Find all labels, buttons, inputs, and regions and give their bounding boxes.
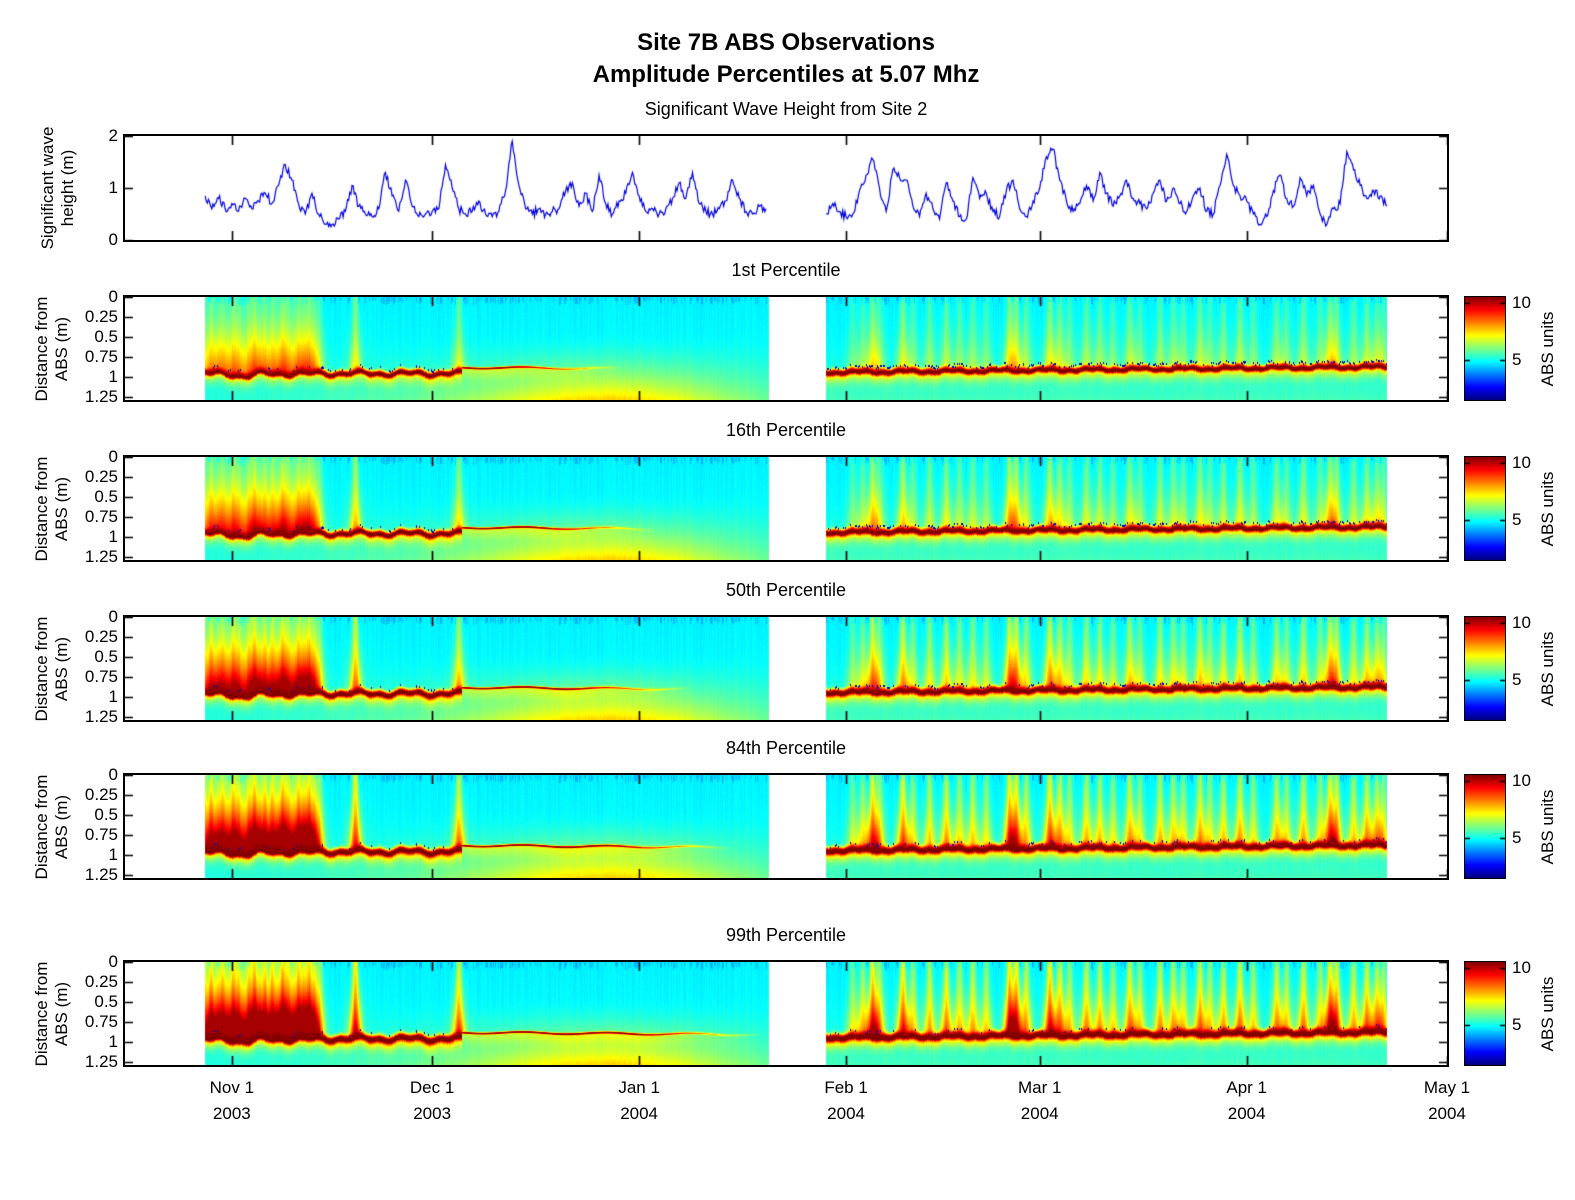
- heatmap-canvas: [125, 775, 1447, 878]
- y-tick-label: 0.75: [84, 346, 118, 366]
- y-tick-label: 0: [108, 447, 118, 466]
- y-tick-label: 0.25: [84, 971, 118, 991]
- colorbar: [1464, 296, 1506, 401]
- heatmap-canvas: [125, 297, 1447, 400]
- heatmap-16th-percentile: [123, 455, 1449, 562]
- panel-title-50th-percentile: 50th Percentile: [725, 580, 847, 600]
- colorbar-tick-label: 5: [1512, 827, 1522, 847]
- y-tick-label: 0.75: [84, 1011, 118, 1031]
- y-tick-label: 0.5: [94, 804, 118, 824]
- y-tick-label: 1: [108, 178, 118, 197]
- panel-title-1st-percentile: 1st Percentile: [731, 260, 841, 280]
- x-tick-label: Jan 1 2004: [618, 1078, 660, 1123]
- y-tick-label: 1.25: [84, 546, 118, 566]
- y-tick-label: 2: [108, 126, 118, 145]
- heatmap-84th-percentile: [123, 773, 1449, 880]
- y-tick-label: 0: [108, 287, 118, 306]
- x-tick-label: Mar 1 2004: [1017, 1078, 1062, 1123]
- y-tick-label: 1: [108, 526, 118, 546]
- y-tick-label: 0: [108, 607, 118, 626]
- panel-title-16th-percentile: 16th Percentile: [725, 420, 847, 440]
- colorbar-tick-label: 10: [1512, 957, 1531, 977]
- y-tick-label: 1: [108, 366, 118, 386]
- y-tick-label: 1.25: [84, 386, 118, 406]
- colorbar-gradient: [1465, 617, 1505, 720]
- y-tick-label: 0.5: [94, 646, 118, 666]
- colorbar-tick-label: 10: [1512, 292, 1531, 312]
- colorbar: [1464, 774, 1506, 879]
- panel-title-99th-percentile: 99th Percentile: [725, 925, 847, 945]
- y-tick-label: 0.75: [84, 506, 118, 526]
- colorbar-gradient: [1465, 775, 1505, 878]
- y-tick-label: 0.5: [94, 486, 118, 506]
- y-tick-label: 0.25: [84, 306, 118, 326]
- y-tick-label: 0: [108, 765, 118, 784]
- colorbar-gradient: [1465, 297, 1505, 400]
- y-tick-label: 0: [108, 952, 118, 971]
- y-tick-label: 1: [108, 1031, 118, 1051]
- colorbar: [1464, 456, 1506, 561]
- colorbar-tick-label: 10: [1512, 452, 1531, 472]
- colorbar-tick-label: 10: [1512, 612, 1531, 632]
- y-tick-label: 0.25: [84, 626, 118, 646]
- heatmap-canvas: [125, 617, 1447, 720]
- colorbar-tick-label: 10: [1512, 770, 1531, 790]
- colorbar-gradient: [1465, 457, 1505, 560]
- heatmap-1st-percentile: [123, 295, 1449, 402]
- colorbar: [1464, 961, 1506, 1066]
- heatmap-canvas: [125, 962, 1447, 1065]
- colorbar-tick-label: 5: [1512, 669, 1522, 689]
- x-tick-label: May 1 2004: [1423, 1078, 1471, 1123]
- y-tick-label: 1.25: [84, 706, 118, 726]
- wave-height-canvas: [125, 136, 1447, 240]
- y-tick-label: 0.75: [84, 666, 118, 686]
- figure-title-line2: Amplitude Percentiles at 5.07 Mhz: [592, 61, 980, 88]
- wave-height-plot: [123, 134, 1449, 242]
- y-tick-label: 0: [108, 230, 118, 249]
- y-tick-label: 0.25: [84, 466, 118, 486]
- y-tick-label: 0.5: [94, 991, 118, 1011]
- colorbar: [1464, 616, 1506, 721]
- x-tick-label: Feb 1 2004: [824, 1078, 868, 1123]
- y-tick-label: 1.25: [84, 864, 118, 884]
- y-tick-label: 1.25: [84, 1051, 118, 1071]
- figure-title-line1: Site 7B ABS Observations: [637, 29, 935, 56]
- x-tick-label: Nov 1 2003: [209, 1078, 255, 1123]
- y-tick-label: 0.25: [84, 784, 118, 804]
- wave-panel-title: Significant Wave Height from Site 2: [644, 99, 928, 119]
- y-tick-label: 0.75: [84, 824, 118, 844]
- panel-title-84th-percentile: 84th Percentile: [725, 738, 847, 758]
- colorbar-tick-label: 5: [1512, 1014, 1522, 1034]
- colorbar-gradient: [1465, 962, 1505, 1065]
- colorbar-tick-label: 5: [1512, 349, 1522, 369]
- y-tick-label: 1: [108, 686, 118, 706]
- y-tick-label: 1: [108, 844, 118, 864]
- y-tick-label: 0.5: [94, 326, 118, 346]
- heatmap-99th-percentile: [123, 960, 1449, 1067]
- colorbar-tick-label: 5: [1512, 509, 1522, 529]
- heatmap-canvas: [125, 457, 1447, 560]
- heatmap-50th-percentile: [123, 615, 1449, 722]
- x-tick-label: Dec 1 2003: [409, 1078, 455, 1123]
- x-tick-label: Apr 1 2004: [1226, 1078, 1267, 1123]
